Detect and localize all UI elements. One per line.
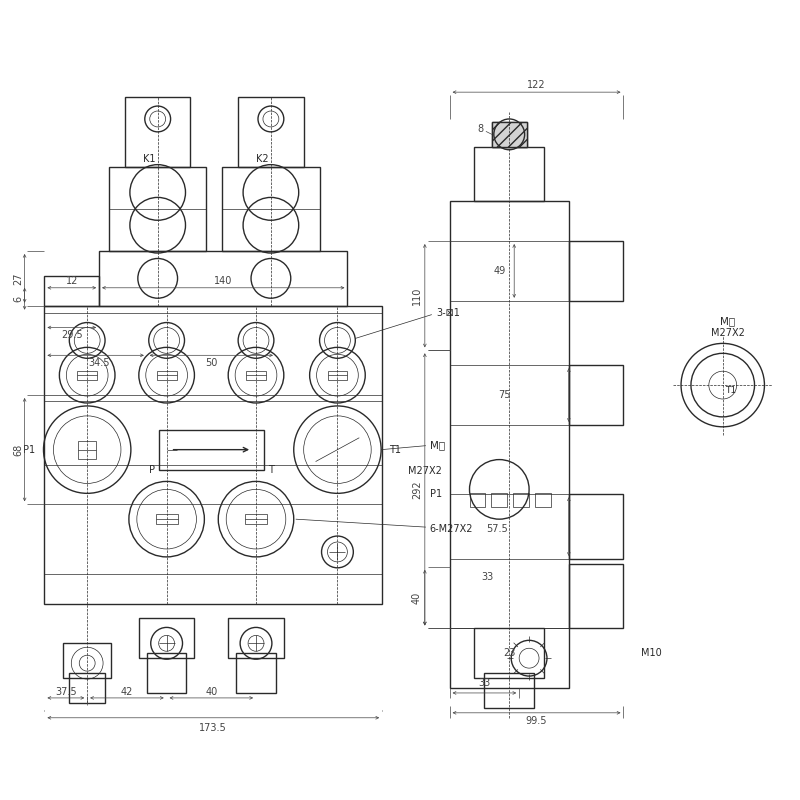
Text: 40: 40	[205, 687, 218, 697]
Text: 8: 8	[478, 124, 484, 134]
Bar	[45, 276, 99, 306]
Text: M向: M向	[430, 440, 445, 450]
Text: 3-⊠1: 3-⊠1	[437, 308, 461, 318]
Bar	[236, 654, 276, 693]
Bar	[569, 564, 623, 629]
Bar	[327, 370, 347, 380]
Text: P: P	[149, 465, 154, 474]
Text: 40: 40	[412, 591, 422, 604]
Bar	[109, 166, 206, 251]
Text: T1: T1	[389, 445, 401, 454]
Text: 68: 68	[14, 443, 24, 456]
Text: M27X2: M27X2	[710, 329, 745, 338]
Bar	[228, 618, 284, 658]
Text: 122: 122	[527, 80, 546, 90]
Bar	[63, 643, 111, 678]
Text: 12: 12	[66, 276, 78, 286]
Text: 37.5: 37.5	[55, 687, 77, 697]
Text: 110: 110	[412, 286, 422, 305]
Text: K1: K1	[143, 154, 156, 164]
Text: M10: M10	[642, 648, 662, 658]
Bar	[569, 494, 623, 559]
Bar	[470, 494, 486, 507]
Bar	[514, 494, 529, 507]
Bar	[245, 514, 267, 524]
Bar	[99, 251, 347, 306]
Bar	[474, 629, 544, 678]
Text: 23: 23	[503, 648, 515, 658]
Text: 6-M27X2: 6-M27X2	[430, 524, 474, 534]
Text: 75: 75	[498, 390, 510, 400]
Text: 27: 27	[14, 272, 24, 285]
Bar	[78, 441, 96, 458]
Text: 33: 33	[482, 572, 494, 582]
Bar	[569, 241, 623, 301]
Text: 50: 50	[205, 358, 218, 368]
Text: 33: 33	[478, 678, 490, 688]
Bar	[246, 370, 266, 380]
Bar	[492, 122, 526, 146]
Bar	[485, 673, 534, 708]
Bar	[450, 202, 569, 688]
Text: 6: 6	[14, 296, 24, 302]
Text: 292: 292	[412, 480, 422, 498]
Text: 29.5: 29.5	[61, 330, 82, 341]
Text: K2: K2	[256, 154, 269, 164]
Text: 99.5: 99.5	[526, 716, 547, 726]
Bar	[491, 494, 507, 507]
Bar	[146, 654, 186, 693]
Text: 42: 42	[121, 687, 133, 697]
Bar	[78, 370, 97, 380]
Bar	[535, 494, 551, 507]
Bar	[158, 430, 264, 470]
Text: 57.5: 57.5	[486, 524, 508, 534]
Bar	[156, 514, 178, 524]
Bar	[569, 366, 623, 425]
Bar	[157, 370, 177, 380]
Text: 34.5: 34.5	[88, 358, 110, 368]
Bar	[125, 97, 190, 166]
Bar	[70, 673, 105, 703]
Text: M向: M向	[720, 317, 735, 326]
Text: P1: P1	[23, 445, 35, 454]
Bar	[45, 306, 382, 603]
Bar	[492, 122, 526, 146]
Bar	[238, 97, 304, 166]
Bar	[474, 146, 544, 202]
Bar	[222, 166, 319, 251]
Text: 173.5: 173.5	[199, 722, 227, 733]
Text: 49: 49	[493, 266, 506, 276]
Text: P1: P1	[430, 490, 442, 499]
Text: 140: 140	[214, 276, 233, 286]
Text: T1: T1	[725, 386, 736, 394]
Text: M27X2: M27X2	[408, 466, 442, 477]
Bar	[139, 618, 194, 658]
Text: T: T	[268, 465, 274, 474]
